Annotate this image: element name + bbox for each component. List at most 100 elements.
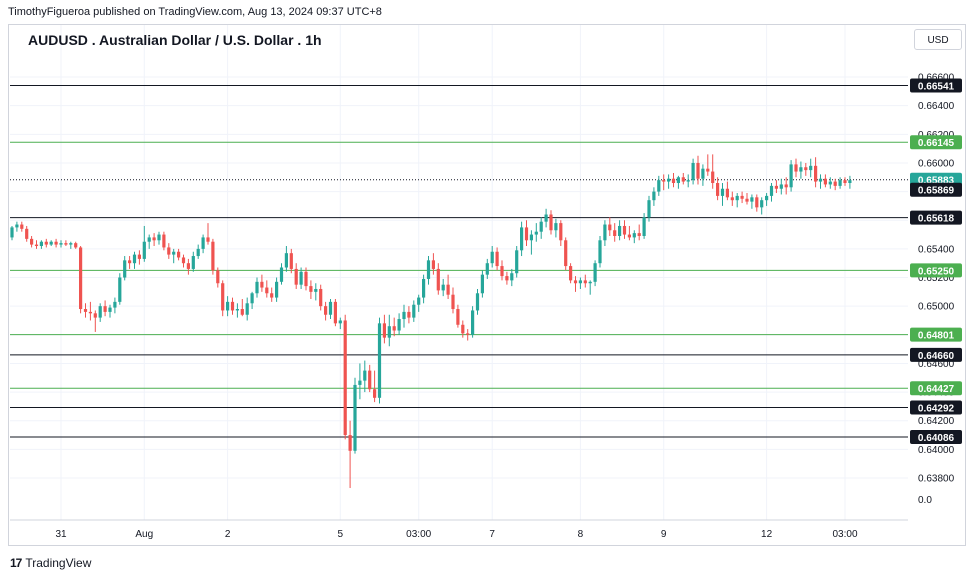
- candle-body: [431, 260, 435, 269]
- price-tick-label: 0.66000: [918, 158, 955, 169]
- candle-body: [657, 180, 661, 192]
- prev-close-badge-bg: [910, 182, 962, 197]
- candle-body: [784, 184, 788, 188]
- candle-body: [162, 234, 166, 248]
- candle-body: [622, 225, 627, 235]
- candle-body: [319, 288, 323, 307]
- candle-body: [128, 260, 132, 264]
- candle-body: [706, 168, 710, 172]
- candle-body: [260, 281, 264, 288]
- candle-body: [39, 241, 43, 247]
- candle-body: [539, 221, 543, 232]
- candle-body: [314, 288, 318, 292]
- candle-body: [216, 270, 220, 284]
- last-price-badge: 0.65883: [918, 176, 955, 187]
- candle-body: [681, 177, 685, 182]
- candle-body: [828, 181, 832, 185]
- level-badge: 0.64292: [918, 404, 955, 415]
- candle-body: [725, 188, 729, 198]
- candle-body: [676, 177, 680, 184]
- candle-body: [25, 228, 29, 239]
- candle-body: [230, 301, 235, 311]
- candle-body: [642, 217, 646, 236]
- candle-body: [93, 313, 97, 318]
- candle-body: [637, 233, 641, 236]
- candle-body: [44, 241, 48, 245]
- candle-body: [137, 254, 141, 259]
- candle-body: [667, 178, 671, 182]
- candle-body: [569, 266, 573, 281]
- candle-body: [54, 241, 58, 245]
- level-badge: 0.64086: [918, 433, 955, 444]
- candle-body: [343, 320, 347, 436]
- candle-body: [588, 281, 592, 284]
- level-badge: 0.65250: [918, 266, 955, 277]
- candle-body: [30, 238, 34, 245]
- candle-body: [353, 384, 357, 451]
- tradingview-logo-icon: 17: [10, 556, 22, 570]
- candle-body: [181, 257, 186, 264]
- level-badge: 0.66145: [918, 138, 955, 149]
- candle-body: [152, 237, 156, 241]
- candle-body: [627, 234, 631, 238]
- candle-body: [505, 276, 509, 281]
- currency-button[interactable]: USD: [914, 29, 962, 50]
- candle-body: [328, 301, 333, 315]
- candle-body: [549, 214, 553, 231]
- time-tick-label: 7: [489, 529, 495, 540]
- level-badges: 0.66541 0.66145 0.65618 0.65250 0.64801 0.646…: [910, 78, 962, 445]
- price-tick-label: 0.66400: [918, 101, 955, 112]
- candle-body: [613, 230, 617, 236]
- candle-body: [490, 251, 494, 264]
- candle-body: [466, 333, 470, 335]
- candle-body: [471, 310, 475, 335]
- tradingview-logo[interactable]: 17 TradingView: [10, 556, 91, 570]
- candle-body: [309, 286, 313, 292]
- candle-body: [348, 435, 352, 451]
- candle-body: [564, 240, 568, 267]
- candle-body: [206, 237, 210, 242]
- candle-body: [441, 284, 445, 291]
- candle-body: [559, 223, 563, 241]
- time-tick-label: 12: [761, 529, 773, 540]
- candle-body: [34, 244, 39, 247]
- level-badge: 0.65618: [918, 214, 955, 225]
- candle-body: [691, 162, 695, 181]
- candle-body: [686, 180, 690, 182]
- candle-body: [407, 311, 411, 318]
- time-tick-label: 31: [55, 529, 67, 540]
- chart-title: AUDUSD . Australian Dollar / U.S. Dollar…: [28, 32, 322, 48]
- candles: [10, 154, 852, 489]
- candle-body: [735, 195, 739, 201]
- candle-body: [510, 273, 514, 281]
- candle-body: [270, 293, 274, 298]
- candle-body: [426, 260, 431, 279]
- time-tick-label: 9: [661, 529, 667, 540]
- grid-lines: [10, 25, 908, 520]
- candle-body: [284, 253, 288, 268]
- candle-body: [593, 263, 597, 282]
- candle-body: [363, 370, 367, 381]
- price-tick-label: 0.64200: [918, 416, 955, 427]
- candle-body: [799, 167, 803, 172]
- chart-frame: [8, 24, 966, 546]
- candle-body: [64, 243, 68, 245]
- candle-body: [760, 200, 764, 208]
- candle-body: [103, 306, 107, 312]
- candle-body: [529, 234, 533, 241]
- candle-body: [554, 223, 558, 231]
- time-tick-label: 2: [225, 529, 231, 540]
- candle-body: [275, 281, 279, 298]
- candle-body: [618, 225, 622, 236]
- candle-body: [255, 281, 259, 294]
- candle-body: [765, 195, 769, 201]
- candle-body: [544, 214, 548, 222]
- candle-body: [299, 271, 303, 285]
- candle-body: [279, 267, 284, 282]
- candle-body: [417, 297, 421, 305]
- candle-body: [123, 260, 127, 278]
- time-tick-label: 8: [578, 529, 584, 540]
- candle-body: [833, 181, 837, 186]
- level-badge-bg: [910, 381, 962, 396]
